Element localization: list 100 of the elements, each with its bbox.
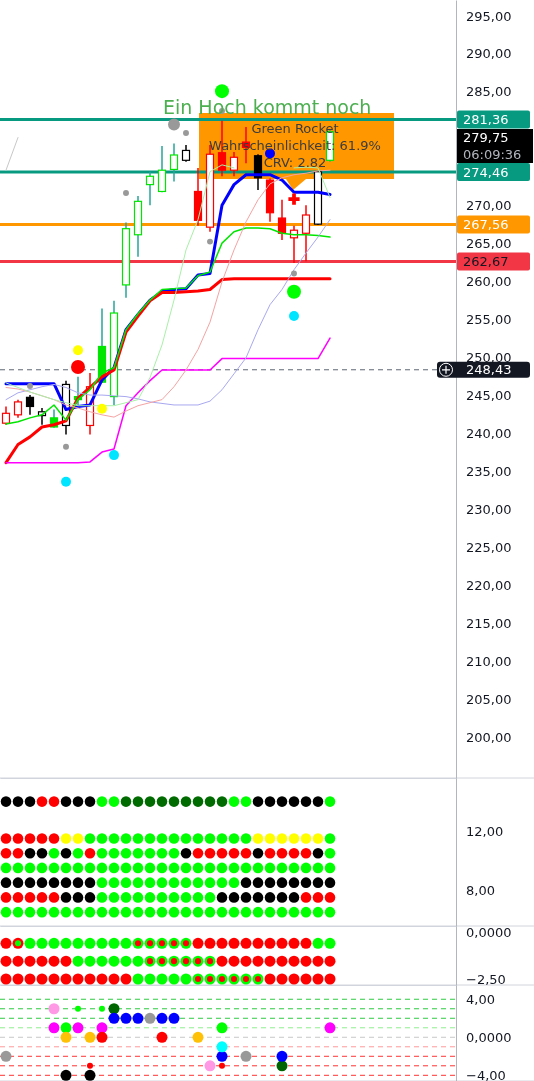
point: [84, 906, 96, 918]
point: [0, 862, 12, 874]
point: [108, 906, 120, 918]
point: [108, 833, 120, 844]
point: [276, 862, 288, 874]
point: [48, 877, 60, 888]
point: [24, 877, 36, 888]
point: [0, 877, 12, 888]
point: [192, 906, 204, 918]
point: [96, 862, 108, 874]
y-tick-label: 260,00: [466, 274, 512, 290]
point: [84, 796, 96, 807]
ref-line-label: 274,46: [463, 164, 509, 180]
point: [240, 833, 252, 844]
point: [312, 877, 324, 888]
point: [240, 847, 252, 859]
point: [36, 862, 48, 874]
y-tick-label: 255,00: [466, 312, 512, 328]
point: [240, 862, 252, 874]
point: [312, 862, 324, 874]
point: [36, 877, 48, 888]
point: [288, 847, 300, 859]
point: [216, 862, 228, 874]
point: [0, 796, 12, 807]
candlestick: [157, 145, 167, 193]
point: [72, 796, 84, 807]
point: [120, 862, 132, 874]
point: [168, 796, 180, 807]
point: [192, 862, 204, 874]
ref-line-label: 267,56: [463, 216, 509, 232]
point: [264, 862, 276, 874]
ref-line-label: 262,67: [463, 254, 509, 270]
y-tick-label: 0,0000: [466, 924, 512, 940]
point: [72, 862, 84, 874]
point: [324, 877, 336, 888]
point: [156, 862, 168, 874]
y-tick-label: 225,00: [466, 540, 512, 556]
point: [144, 906, 156, 918]
point: [216, 847, 228, 859]
point: [12, 796, 24, 807]
point: [276, 833, 288, 844]
point: [168, 862, 180, 874]
point: [264, 906, 276, 918]
point: [84, 847, 96, 859]
point: [12, 906, 24, 918]
text: 06:09:36: [463, 147, 522, 163]
point: [276, 796, 288, 807]
point: [276, 847, 288, 859]
candlestick: [145, 170, 155, 206]
point: [216, 833, 228, 844]
point: [324, 833, 336, 844]
point: [72, 877, 84, 888]
y-tick-label: 295,00: [466, 8, 512, 24]
point: [24, 906, 36, 918]
point: [156, 833, 168, 844]
y-tick-label: 210,00: [466, 654, 512, 670]
point: [276, 877, 288, 888]
point: [252, 862, 264, 874]
point: [72, 906, 84, 918]
point: [228, 862, 240, 874]
candlestick: [229, 151, 239, 178]
annotation: Ein Hoch kommt noch: [163, 96, 372, 118]
point: [72, 833, 84, 844]
point: [324, 906, 336, 918]
point: [276, 906, 288, 918]
y-tick-label: 245,00: [466, 388, 512, 404]
point: [12, 862, 24, 874]
point: [228, 906, 240, 918]
y-tick-label: 230,00: [466, 502, 512, 518]
point: [288, 906, 300, 918]
point: [60, 833, 72, 844]
point: [48, 906, 60, 918]
point: [192, 796, 204, 807]
point: [132, 796, 144, 807]
point: [120, 833, 132, 844]
y-tick-label: 8,00: [466, 882, 495, 898]
point: [156, 906, 168, 918]
point: [240, 877, 252, 888]
point: [24, 862, 36, 874]
y-tick-label: 270,00: [466, 198, 512, 214]
y-tick-label: 4,00: [466, 991, 495, 1007]
point: [300, 833, 312, 844]
point: [264, 847, 276, 859]
point: [288, 833, 300, 844]
point: [252, 906, 264, 918]
point: [204, 847, 216, 859]
point: [96, 906, 108, 918]
y-tick-label: 0,0000: [466, 1029, 512, 1045]
point: [180, 833, 192, 844]
point: [300, 847, 312, 859]
y-tick-label: 235,00: [466, 464, 512, 480]
point: [0, 906, 12, 918]
point: [300, 796, 312, 807]
point: [192, 833, 204, 844]
y-tick-label: −2,50: [466, 971, 506, 987]
point: [36, 906, 48, 918]
point: [216, 796, 228, 807]
point: [300, 877, 312, 888]
y-tick-label: 12,00: [466, 823, 504, 839]
point: [252, 796, 264, 807]
